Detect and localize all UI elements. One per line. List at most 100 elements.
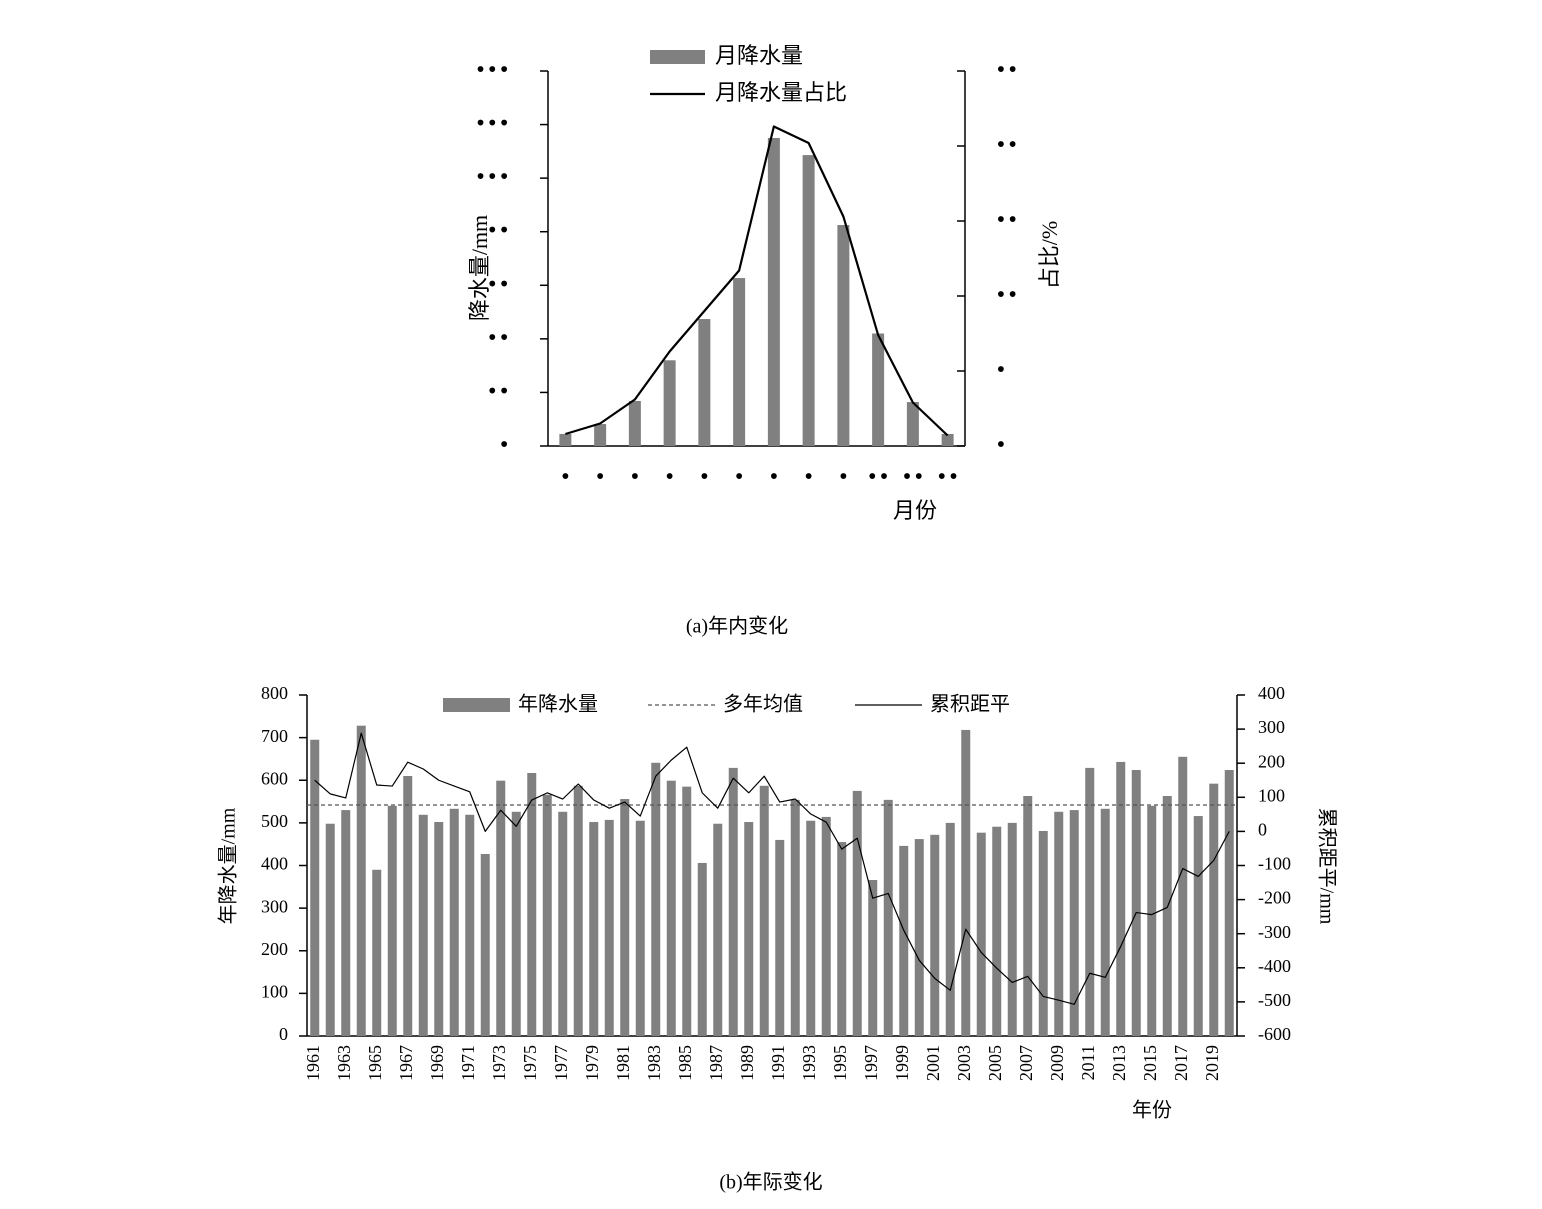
bar [767,137,780,446]
x-tick-label: 1995 [830,1045,850,1081]
bar [594,424,607,446]
bar [906,402,919,446]
y-tick-label: • [498,433,510,457]
y-tick-label: •• [486,218,510,242]
bar [325,823,335,1036]
x-tick-label: 1969 [427,1045,447,1081]
x-tick-label: 1987 [706,1045,726,1081]
x-tick-label: 2011 [1078,1045,1098,1080]
y2-tick-label: -400 [1258,956,1291,976]
y-tick-label: •• [486,325,510,349]
x-tick-label: • [594,465,606,489]
y2-tick-label: •• [995,283,1019,307]
x-tick-label: • [803,465,815,489]
y-tick-label: ••• [475,58,510,82]
bar [604,819,614,1036]
bar [837,842,847,1036]
x-tick-label: 1965 [365,1045,385,1081]
bar [434,822,444,1036]
bar [1147,805,1157,1036]
x-tick-label: 2015 [1140,1045,1160,1081]
y2-axis-title: 累积距平/mm [1315,808,1338,925]
legend-swatch [650,50,705,64]
bar [559,433,572,446]
x-tick-label: 2005 [985,1045,1005,1081]
y-tick-label: 500 [261,811,288,831]
legend-swatch [443,698,510,712]
bar [802,155,815,446]
bar [372,869,382,1036]
bar [465,814,475,1036]
x-tick-label: 1991 [768,1045,788,1081]
bar [945,822,955,1036]
bar [527,773,537,1036]
y-tick-label: •• [486,379,510,403]
x-tick-label: 1975 [520,1045,540,1081]
bar [449,808,459,1036]
y2-tick-label: 300 [1258,717,1285,737]
y-tick-label: 400 [261,854,288,874]
y2-tick-label: 400 [1258,683,1285,703]
y2-tick-label: 100 [1258,785,1285,805]
x-axis-title: 年份 [1132,1099,1172,1122]
bar [1116,761,1126,1036]
x-tick-label: 2001 [923,1045,943,1081]
bar [1131,770,1141,1036]
legend-label: 月降水量占比 [715,81,847,106]
x-tick-label: 1993 [799,1045,819,1081]
y-tick-label: •• [486,272,510,296]
bar [511,811,521,1036]
bar [418,814,428,1036]
y2-tick-label: •• [995,208,1019,232]
legend-label: 累积距平 [930,692,1010,716]
x-tick-label: •• [936,465,960,489]
y-tick-label: 100 [261,982,288,1002]
legend-label: 多年均值 [723,692,803,716]
x-tick-label: 2007 [1016,1045,1036,1081]
bar [790,799,800,1036]
x-tick-label: 2003 [954,1045,974,1081]
x-tick-label: 1989 [737,1045,757,1081]
x-tick-label: • [559,465,571,489]
x-tick-label: • [664,465,676,489]
y-tick-label: 0 [279,1024,288,1044]
y-tick-label: 600 [261,768,288,788]
bar [480,853,490,1036]
x-tick-label: 1967 [396,1045,416,1081]
bar [682,786,692,1036]
y-axis-title: 年降水量/mm [217,807,240,924]
bar [635,820,645,1036]
bar [1085,767,1095,1036]
y-tick-label: 300 [261,896,288,916]
bar [1007,822,1017,1036]
x-tick-label: • [768,465,780,489]
x-tick-label: • [698,465,710,489]
y2-axis-title: 占比/% [1037,221,1062,289]
x-tick-label: 1963 [334,1045,354,1081]
y2-tick-label: • [995,433,1007,457]
x-tick-label: 2009 [1047,1045,1067,1081]
y2-tick-label: • [995,358,1007,382]
bar [992,826,1002,1036]
line [314,732,1230,1005]
x-tick-label: •• [901,465,925,489]
y-tick-label: 200 [261,939,288,959]
caption: (b)年际变化 [719,1171,822,1194]
y2-tick-label: -200 [1258,888,1291,908]
x-tick-label: 1973 [489,1045,509,1081]
x-tick-label: 1979 [582,1045,602,1081]
bar [744,822,754,1036]
y2-tick-label: 200 [1258,751,1285,771]
bar [1209,783,1219,1036]
bar [697,862,707,1036]
bar [628,401,641,446]
bar [733,278,746,446]
bar [1162,796,1172,1036]
y2-tick-label: •• [995,133,1019,157]
bar [883,799,893,1036]
bar [1038,830,1048,1036]
bar [976,832,986,1036]
bar [573,785,583,1036]
y2-tick-label: -300 [1258,922,1291,942]
